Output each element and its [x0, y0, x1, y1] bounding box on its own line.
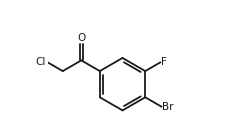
Text: O: O: [77, 33, 85, 43]
Text: Cl: Cl: [36, 57, 46, 67]
Text: Br: Br: [162, 102, 174, 112]
Text: F: F: [161, 57, 167, 67]
